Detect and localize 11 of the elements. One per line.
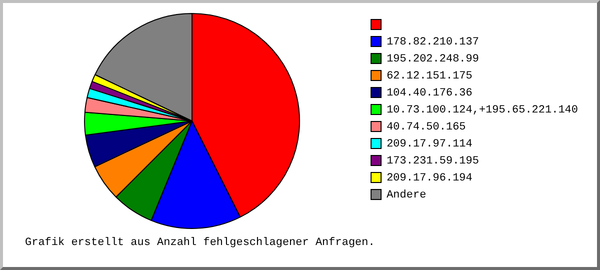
legend-label: Andere	[386, 189, 426, 202]
legend-label: 104.40.176.36	[386, 87, 472, 100]
legend-label: 173.231.59.195	[386, 155, 479, 168]
legend-label: 62.12.151.175	[386, 70, 472, 82]
legend-label: 10.73.100.124,+195.65.221.140	[386, 104, 578, 116]
legend-label: 209.17.97.114	[386, 138, 473, 150]
legend-label: 209.17.96.194	[386, 172, 473, 184]
legend-label: 195.202.248.99	[386, 53, 479, 66]
text: Grafik erstellt aus Anzahl fehlgeschlagener Anfragen.	[25, 237, 375, 249]
legend-label: 40.74.50.165	[386, 121, 466, 134]
legend-label: 178.82.210.137	[386, 36, 479, 48]
